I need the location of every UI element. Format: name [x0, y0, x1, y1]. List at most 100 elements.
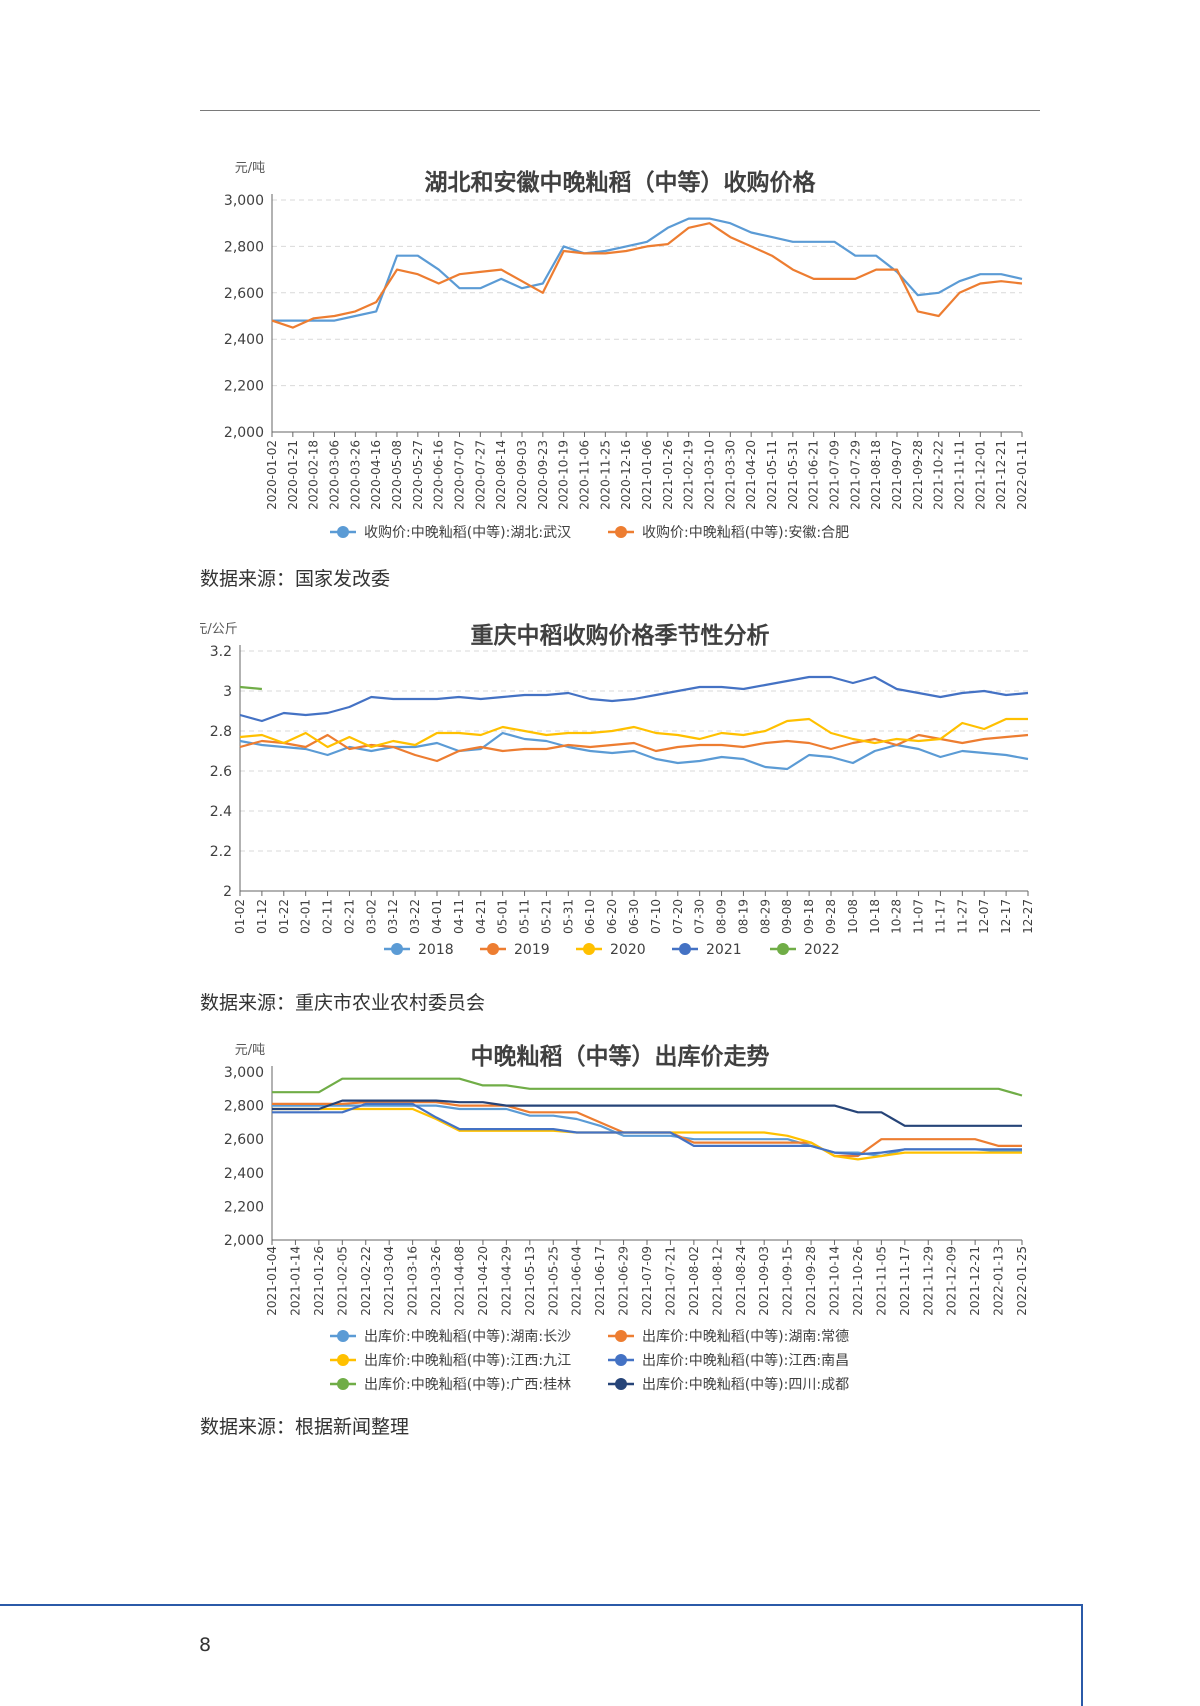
legend-swatch-dot — [615, 1354, 627, 1366]
legend-swatch-dot — [615, 1378, 627, 1390]
x-tick-label: 2021-08-24 — [734, 1246, 748, 1316]
y-unit-label: 元/吨 — [235, 1043, 265, 1058]
x-tick-label: 07-10 — [649, 899, 663, 934]
x-tick-label: 12-07 — [977, 899, 991, 934]
legend-label: 出库价:中晚籼稻(中等):广西:桂林 — [364, 1376, 571, 1393]
x-tick-label: 2021-04-08 — [453, 1246, 467, 1316]
x-tick-label: 2021-09-03 — [757, 1246, 771, 1316]
x-tick-label: 2021-09-28 — [911, 440, 925, 510]
y-tick-label: 2,600 — [224, 1132, 264, 1148]
y-tick-label: 2 — [223, 884, 232, 900]
x-tick-label: 2022-01-25 — [1015, 1246, 1029, 1316]
y-tick-label: 3 — [223, 684, 232, 700]
chart-svg: 中晚籼稻（中等）出库价走势 元/吨 2,000 2,200 2,400 2,600 2,80… — [224, 1043, 1029, 1393]
legend-swatch-dot — [615, 526, 627, 538]
x-tick-label: 2020-09-03 — [515, 440, 529, 510]
x-tick-label: 2021-04-29 — [499, 1246, 513, 1316]
x-tick-label: 06-20 — [605, 899, 619, 934]
legend-label: 出库价:中晚籼稻(中等):江西:南昌 — [642, 1352, 849, 1369]
legend-swatch-dot — [615, 1330, 627, 1342]
x-tick-label: 2021-09-15 — [781, 1246, 795, 1316]
legend-label: 2018 — [418, 942, 454, 958]
x-tick-label: 07-20 — [671, 899, 685, 934]
x-tick-label: 2021-01-04 — [265, 1246, 279, 1316]
x-tick-label: 2021-01-26 — [661, 440, 675, 510]
x-tick-label: 2021-03-16 — [406, 1246, 420, 1316]
x-tick-label: 2021-08-02 — [687, 1246, 701, 1316]
x-tick-label: 01-12 — [255, 899, 269, 934]
x-tick-label: 08-09 — [715, 899, 729, 934]
x-tick-label: 05-31 — [561, 899, 575, 934]
legend-swatch-dot — [777, 943, 789, 955]
x-tick-label: 2020-11-25 — [598, 440, 612, 510]
x-tick-label: 2020-01-02 — [265, 440, 279, 510]
x-tick-label: 09-28 — [824, 899, 838, 934]
legend-label: 2022 — [804, 942, 840, 958]
x-tick-label: 04-21 — [474, 899, 488, 934]
x-tick-label: 04-11 — [452, 899, 466, 934]
series-line-5 — [272, 1099, 1022, 1127]
x-tick-label: 2021-10-22 — [932, 440, 946, 510]
x-tick-label: 12-17 — [999, 899, 1013, 934]
chart-hubei-anhui-purchase-price: 湖北和安徽中晚籼稻（中等）收购价格 元/吨 2,000 2,200 2,400 2,600… — [200, 148, 1040, 548]
legend-swatch-dot — [583, 943, 595, 955]
x-tick-label: 2021-08-12 — [710, 1246, 724, 1316]
y-unit-label: 元/吨 — [235, 161, 265, 176]
x-tick-label: 2020-04-16 — [369, 440, 383, 510]
series-line-3 — [239, 675, 1029, 723]
y-unit-label: 元/公斤 — [200, 622, 238, 637]
source-note-2: 数据来源：重庆市农业农村委员会 — [200, 992, 486, 1014]
x-tick-label: 2021-11-29 — [921, 1246, 935, 1316]
x-tick-label: 03-12 — [386, 899, 400, 934]
x-tick-label: 2021-06-17 — [593, 1246, 607, 1316]
x-tick-label: 02-11 — [321, 899, 335, 934]
x-tick-label: 2021-03-30 — [723, 440, 737, 510]
x-tick-label: 2021-03-26 — [429, 1246, 443, 1316]
x-tick-label: 2020-06-16 — [432, 440, 446, 510]
x-tick-label: 2022-01-13 — [992, 1246, 1006, 1316]
x-tick-label: 2020-05-27 — [411, 440, 425, 510]
x-tick-label: 01-02 — [233, 899, 247, 934]
x-tick-label: 05-01 — [496, 899, 510, 934]
x-tick-label: 2021-07-29 — [848, 440, 862, 510]
y-tick-label: 2.4 — [210, 804, 232, 820]
x-tick-label: 2021-05-13 — [523, 1246, 537, 1316]
chart-title: 中晚籼稻（中等）出库价走势 — [471, 1043, 770, 1070]
x-tick-label: 04-01 — [430, 899, 444, 934]
legend-swatch-dot — [337, 1330, 349, 1342]
y-tick-label: 3,000 — [224, 193, 264, 209]
legend-swatch-dot — [679, 943, 691, 955]
y-tick-label: 2,000 — [224, 425, 264, 441]
legend-swatch-dot — [337, 526, 349, 538]
x-tick-label: 2021-11-05 — [874, 1246, 888, 1316]
x-tick-label: 09-08 — [780, 899, 794, 934]
x-tick-label: 2021-05-31 — [786, 440, 800, 510]
x-tick-label: 12-27 — [1021, 899, 1035, 934]
x-tick-label: 2020-05-08 — [390, 440, 404, 510]
x-tick-label: 02-01 — [299, 899, 313, 934]
source-note-3: 数据来源：根据新闻整理 — [200, 1416, 410, 1438]
x-tick-label: 2021-04-20 — [476, 1246, 490, 1316]
x-tick-label: 2021-06-21 — [807, 440, 821, 510]
y-tick-label: 2,000 — [224, 1233, 264, 1249]
x-tick-label: 2021-01-14 — [288, 1246, 302, 1316]
legend-label: 出库价:中晚籼稻(中等):湖南:常德 — [642, 1328, 849, 1345]
y-tick-label: 2.8 — [210, 724, 232, 740]
footer-frame — [0, 1604, 1083, 1706]
x-tick-label: 2021-02-22 — [359, 1246, 373, 1316]
y-tick-label: 3,000 — [224, 1065, 264, 1081]
y-tick-label: 3.2 — [210, 644, 232, 660]
series-line-4 — [239, 685, 263, 691]
top-rule — [200, 110, 1040, 111]
x-tick-label: 01-22 — [277, 899, 291, 934]
x-tick-label: 2020-11-06 — [578, 440, 592, 510]
x-tick-label: 11-27 — [955, 899, 969, 934]
x-tick-label: 11-17 — [933, 899, 947, 934]
x-tick-label: 09-18 — [802, 899, 816, 934]
y-tick-label: 2,200 — [224, 1199, 264, 1215]
x-tick-label: 2021-05-25 — [546, 1246, 560, 1316]
x-tick-label: 2020-07-27 — [473, 440, 487, 510]
x-tick-label: 2021-11-17 — [898, 1246, 912, 1316]
legend-label: 2021 — [706, 942, 742, 958]
legend-swatch-dot — [337, 1378, 349, 1390]
